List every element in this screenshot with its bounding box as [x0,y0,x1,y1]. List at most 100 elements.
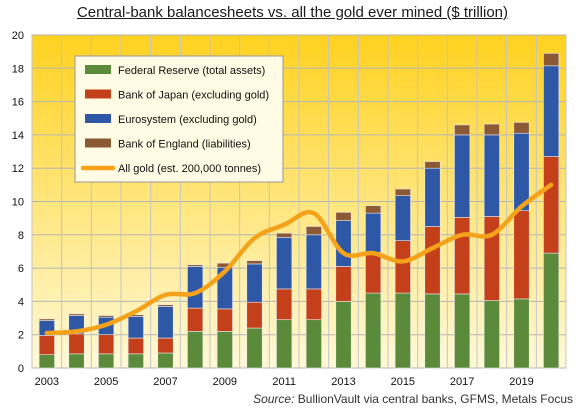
x-tick-label: 2005 [94,376,118,388]
x-tick-label: 2019 [509,376,533,388]
y-tick-label: 0 [18,363,24,375]
bar-fed [216,331,233,369]
bar-boe [543,53,560,67]
bar-boj [335,266,352,302]
bar-boj [157,337,174,354]
source-text: BullionVault via central banks, GFMS, Me… [297,392,573,406]
bar-boe [38,318,55,321]
bar-boe [513,122,530,134]
chart-title: Central-bank balancesheets vs. all the g… [76,4,509,21]
bar-boj [454,217,471,295]
bar-euro [276,236,293,290]
bar-fed [513,298,530,369]
bar-fed [38,354,55,369]
x-tick-label: 2017 [450,376,474,388]
legend-label: All gold (est. 200,000 tonnes) [118,163,261,175]
bar-fed [68,353,85,369]
legend-swatch [85,65,111,74]
y-tick-label: 16 [12,97,24,109]
bar-euro [305,234,322,290]
bar-euro [513,132,530,211]
gridlines [31,34,567,369]
legend-swatch [85,89,111,99]
bar-euro [187,266,204,309]
y-tick-label: 18 [12,63,24,75]
legend-label: Bank of England (liabilities) [118,139,251,151]
gold-line [44,182,554,336]
x-tick-label: 2013 [331,376,355,388]
x-tick-label: 2011 [272,376,296,388]
y-tick-label: 10 [12,197,24,209]
bar-boj [216,308,233,332]
legend: Federal Reserve (total assets) Bank of Ja… [74,55,284,183]
x-tick-label: 2007 [153,376,177,388]
bar-fed [246,327,263,369]
legend-swatch [85,138,111,148]
bar-boe [187,264,204,267]
bar-fed [365,292,382,369]
bar-boe [394,188,411,196]
bar-boj [127,337,144,355]
bar-fed [276,319,293,369]
x-axis: 2003 2005 2007 2009 2011 2013 2015 2017 2019 [35,376,534,388]
bar-boj [38,335,55,355]
bar-fed [394,292,411,369]
bar-boe [157,304,174,307]
y-tick-label: 14 [12,130,24,142]
bar-boj [98,334,115,355]
legend-label: Federal Reserve (total assets) [118,65,265,77]
bar-boe [246,260,263,265]
bar-fed [187,331,204,369]
bar-fed [454,293,471,369]
y-tick-label: 4 [18,296,24,308]
bar-fed [483,300,500,369]
bar-euro [127,316,144,339]
bar-boe [305,226,322,236]
bar-euro [424,167,441,227]
source-label: Source: [253,392,295,406]
bar-euro [454,134,471,218]
bars [38,53,560,369]
bar-fed [424,293,441,369]
x-tick-label: 2015 [391,376,415,388]
bar-euro [365,212,382,253]
bar-boe [424,161,441,169]
bar-boj [305,288,322,321]
bar-boe [276,232,293,238]
source-note: Source: BullionVault via central banks, … [253,392,573,406]
bar-boe [335,212,352,221]
y-tick-label: 2 [18,330,24,342]
bar-fed [127,353,144,369]
bar-boj [187,307,204,332]
bar-euro [157,306,174,339]
bar-boj [513,210,530,300]
bar-boe [68,313,85,316]
bar-fed [543,252,560,369]
bar-boe [365,205,382,214]
x-tick-label: 2003 [35,376,59,388]
bar-boj [365,251,382,294]
bar-boj [424,226,441,295]
bar-euro [543,65,560,157]
bar-boe [454,124,471,136]
y-tick-label: 20 [12,30,24,42]
gold-line-layer [44,182,554,336]
bar-euro [483,134,500,217]
bar-boj [543,156,560,254]
bar-euro [246,263,263,303]
legend-swatch [85,114,111,123]
legend-label: Eurosystem (excluding gold) [118,114,257,126]
x-tick-label: 2009 [213,376,237,388]
bar-fed [98,353,115,369]
bar-boj [394,240,411,294]
bar-boj [68,333,85,355]
legend-label: Bank of Japan (excluding gold) [118,90,269,102]
y-tick-label: 6 [18,263,24,275]
bar-boj [246,301,263,329]
bar-fed [157,352,174,369]
bar-euro [394,195,411,241]
bar-boe [483,123,500,136]
bar-boj [276,288,293,321]
y-axis: 0 2 4 6 8 10 12 14 16 18 20 [12,30,24,375]
